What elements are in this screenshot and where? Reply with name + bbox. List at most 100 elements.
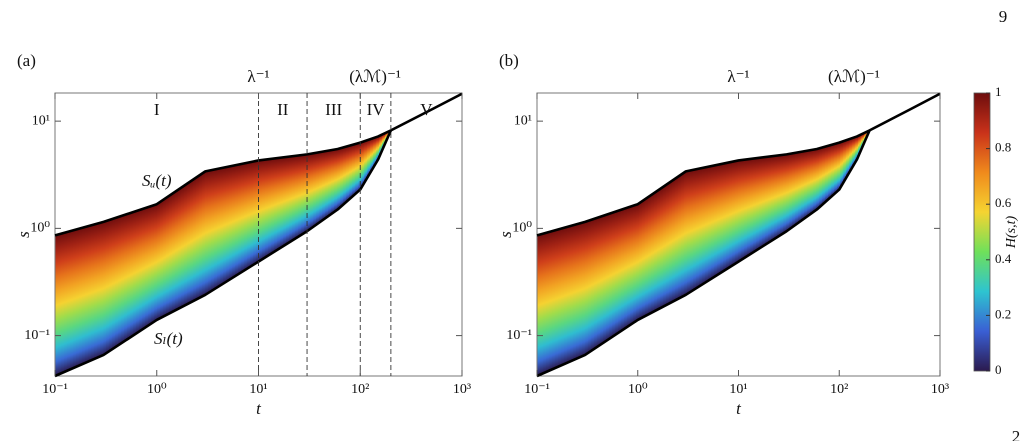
- heat-strip: [792, 153, 794, 227]
- heat-strip: [134, 211, 137, 335]
- heat-strip: [627, 207, 629, 327]
- heat-strip: [702, 167, 704, 285]
- heat-strip: [193, 179, 195, 301]
- heat-strip: [670, 181, 673, 303]
- heat-strip: [86, 226, 89, 363]
- heat-strip: [196, 177, 198, 300]
- heat-strip: [143, 208, 146, 329]
- heat-strip: [607, 214, 610, 340]
- heat-strip: [573, 225, 575, 360]
- heat-strip: [77, 228, 80, 366]
- heat-strip: [259, 160, 261, 261]
- heat-strip: [227, 166, 230, 281]
- heat-strip: [214, 169, 216, 289]
- heat-strip: [604, 215, 607, 342]
- heat-strip: [176, 190, 179, 310]
- heat-strip: [229, 166, 231, 280]
- heat-strip: [783, 154, 785, 234]
- heat-strip: [220, 168, 222, 286]
- heat-strip: [681, 174, 683, 297]
- heat-strip: [263, 159, 266, 258]
- heat-strip: [184, 185, 186, 306]
- heat-strip: [564, 227, 566, 364]
- y-axis-label: s: [14, 231, 33, 238]
- heat-strip: [311, 153, 314, 228]
- heat-strip: [577, 223, 580, 358]
- y-tick-label: 10¹: [514, 113, 532, 128]
- heat-strip: [385, 132, 387, 143]
- heat-strip: [862, 133, 865, 145]
- heat-strip: [706, 166, 709, 282]
- heat-strip: [775, 155, 778, 238]
- x-tick-label: 10²: [351, 382, 369, 397]
- heat-strip: [663, 186, 665, 307]
- heat-strip: [801, 151, 803, 221]
- heat-strip: [323, 151, 326, 220]
- heat-strip: [185, 184, 188, 305]
- heat-strip: [269, 158, 272, 255]
- heat-strip: [382, 134, 384, 149]
- heat-strip: [238, 164, 240, 274]
- heat-strip: [807, 150, 809, 217]
- x-tick-label: 10¹: [729, 382, 747, 397]
- heat-strip: [841, 141, 844, 185]
- heat-strip: [751, 158, 754, 253]
- heat-strip: [205, 171, 207, 295]
- heat-strip: [628, 207, 631, 326]
- heat-strip: [576, 224, 578, 359]
- heat-strip: [652, 193, 655, 312]
- heat-strip: [383, 133, 386, 146]
- heat-strip: [750, 158, 752, 254]
- heat-strip: [367, 140, 369, 177]
- heat-strip: [260, 160, 263, 260]
- heat-strip: [128, 213, 131, 339]
- heat-strip: [371, 138, 374, 170]
- heat-strip: [748, 159, 751, 255]
- panel-label: (a): [17, 51, 36, 70]
- heat-strip: [271, 158, 273, 254]
- heat-strip: [88, 225, 90, 362]
- heat-strip: [217, 168, 219, 288]
- heat-strip: [350, 145, 353, 198]
- heat-strip: [319, 152, 321, 223]
- heat-strip: [190, 181, 192, 303]
- heat-strip: [377, 136, 380, 160]
- heat-strip: [766, 156, 769, 244]
- x-tick-label: 10⁻¹: [42, 382, 68, 397]
- heat-strip: [346, 146, 348, 202]
- heat-strip: [684, 172, 686, 296]
- heat-strip: [199, 175, 201, 298]
- heat-strip: [347, 146, 350, 201]
- heat-strip: [819, 148, 821, 207]
- page-fragment: 2: [1012, 427, 1021, 441]
- heat-strip: [547, 232, 550, 372]
- heat-strip: [735, 161, 737, 264]
- heat-strip: [368, 139, 371, 175]
- heat-strip: [268, 159, 270, 256]
- heat-strip: [555, 230, 557, 368]
- heat-strip: [552, 230, 554, 370]
- heat-strip: [723, 163, 725, 271]
- heat-strip: [328, 150, 330, 216]
- heat-strip: [284, 157, 287, 245]
- heat-strip: [296, 155, 299, 238]
- heat-strip: [133, 211, 135, 336]
- heat-strip: [817, 148, 820, 209]
- heat-strip: [655, 191, 658, 311]
- heat-strip: [780, 155, 782, 235]
- x-tick-label: 10⁻¹: [524, 382, 550, 397]
- heat-strip: [802, 151, 805, 220]
- x-axis-label: t: [736, 399, 742, 418]
- heat-strip: [56, 234, 59, 376]
- heat-strip: [110, 219, 113, 350]
- colorbar-tick-label: 0.4: [995, 251, 1012, 266]
- heat-strip: [730, 161, 733, 267]
- heat-strip: [292, 156, 294, 241]
- heat-strip: [777, 155, 779, 237]
- heat-strip: [733, 161, 736, 265]
- heat-strip: [727, 162, 730, 269]
- heat-strip: [804, 151, 806, 219]
- heat-strip: [251, 161, 254, 266]
- heat-strip: [211, 170, 213, 291]
